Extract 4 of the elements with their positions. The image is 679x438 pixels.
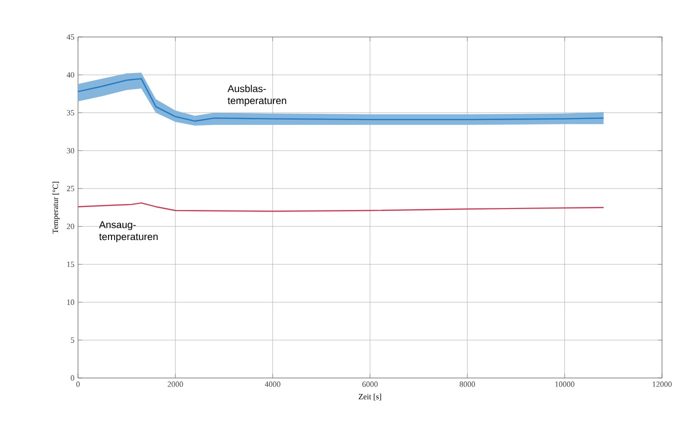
line-series [78,202,604,212]
series-label: Ausblas-temperaturen [228,84,286,106]
series-label: Ansaug-temperaturen [99,221,158,242]
line-series [78,78,604,122]
